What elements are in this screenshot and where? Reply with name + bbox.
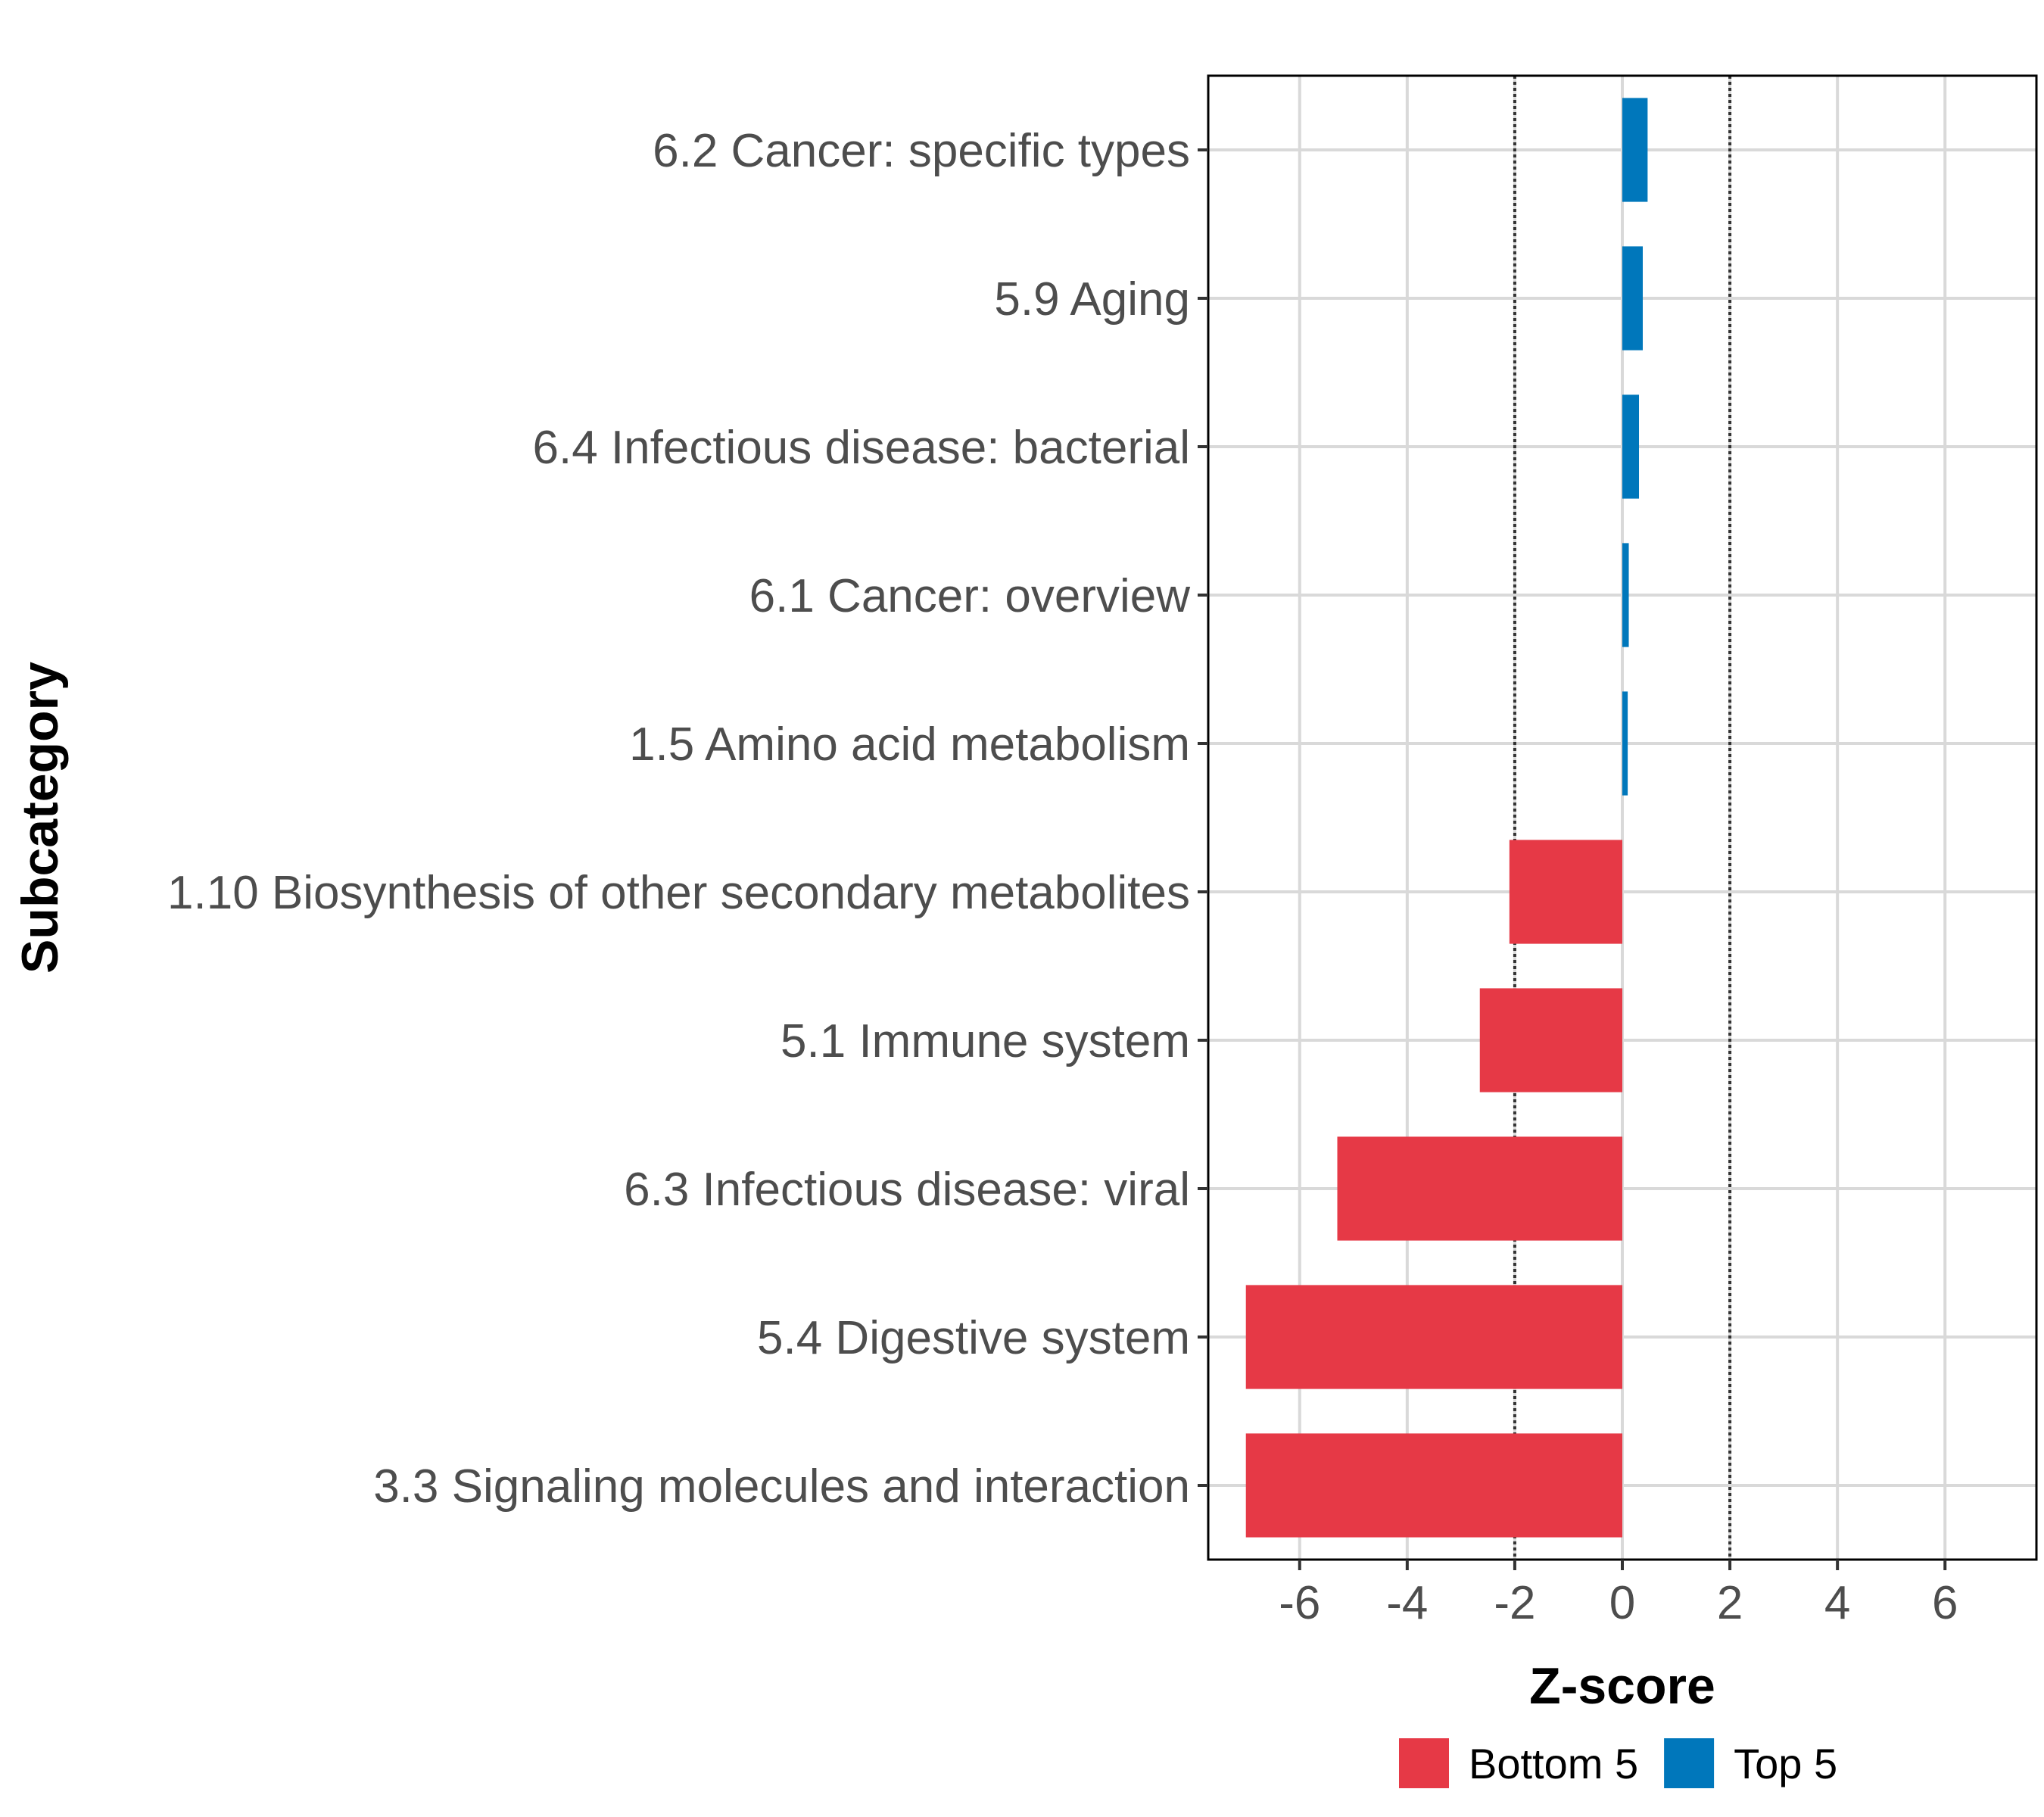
- bar: [1622, 691, 1628, 796]
- x-axis-title: Z-score: [1529, 1657, 1715, 1715]
- y-tick-label: 6.2 Cancer: specific types: [653, 125, 1190, 177]
- bar: [1622, 394, 1640, 499]
- x-tick-label: 2: [1717, 1577, 1743, 1629]
- x-tick-label: 0: [1609, 1577, 1635, 1629]
- bars: [1245, 98, 1648, 1538]
- y-tick-label: 5.1 Immune system: [781, 1015, 1190, 1067]
- legend-swatch: [1399, 1738, 1449, 1788]
- bar: [1479, 988, 1622, 1092]
- x-tick-label: -4: [1386, 1577, 1428, 1629]
- bar: [1509, 840, 1622, 944]
- x-tick-label: 4: [1824, 1577, 1850, 1629]
- bar: [1622, 98, 1648, 202]
- y-tick-label: 6.1 Cancer: overview: [749, 570, 1191, 622]
- bar: [1622, 543, 1629, 647]
- x-tick-label: -6: [1279, 1577, 1320, 1629]
- x-tick-label: 6: [1932, 1577, 1958, 1629]
- x-tick-label: -2: [1494, 1577, 1535, 1629]
- y-tick-label: 1.10 Biosynthesis of other secondary met…: [167, 867, 1190, 919]
- legend: Bottom 5 Top 5: [1399, 1738, 1837, 1788]
- bar: [1245, 1285, 1622, 1389]
- legend-label: Bottom 5: [1469, 1740, 1638, 1787]
- legend-label: Top 5: [1734, 1740, 1837, 1787]
- x-axis: -6 -4 -2 0 2 4 6: [1279, 1560, 1958, 1629]
- bar: [1337, 1136, 1622, 1241]
- bar: [1622, 246, 1643, 351]
- y-tick-label: 1.5 Amino acid metabolism: [629, 718, 1190, 771]
- legend-swatch: [1664, 1738, 1715, 1788]
- y-tick-label: 3.3 Signaling molecules and interaction: [373, 1460, 1190, 1513]
- y-axis-title: Subcategory: [11, 662, 69, 974]
- bar: [1245, 1433, 1622, 1538]
- y-axis: 6.2 Cancer: specific types 5.9 Aging 6.4 I…: [167, 125, 1208, 1513]
- y-tick-label: 6.4 Infectious disease: bacterial: [532, 422, 1190, 474]
- y-tick-label: 5.4 Digestive system: [757, 1312, 1190, 1364]
- y-tick-label: 6.3 Infectious disease: viral: [624, 1164, 1190, 1216]
- y-tick-label: 5.9 Aging: [994, 273, 1190, 326]
